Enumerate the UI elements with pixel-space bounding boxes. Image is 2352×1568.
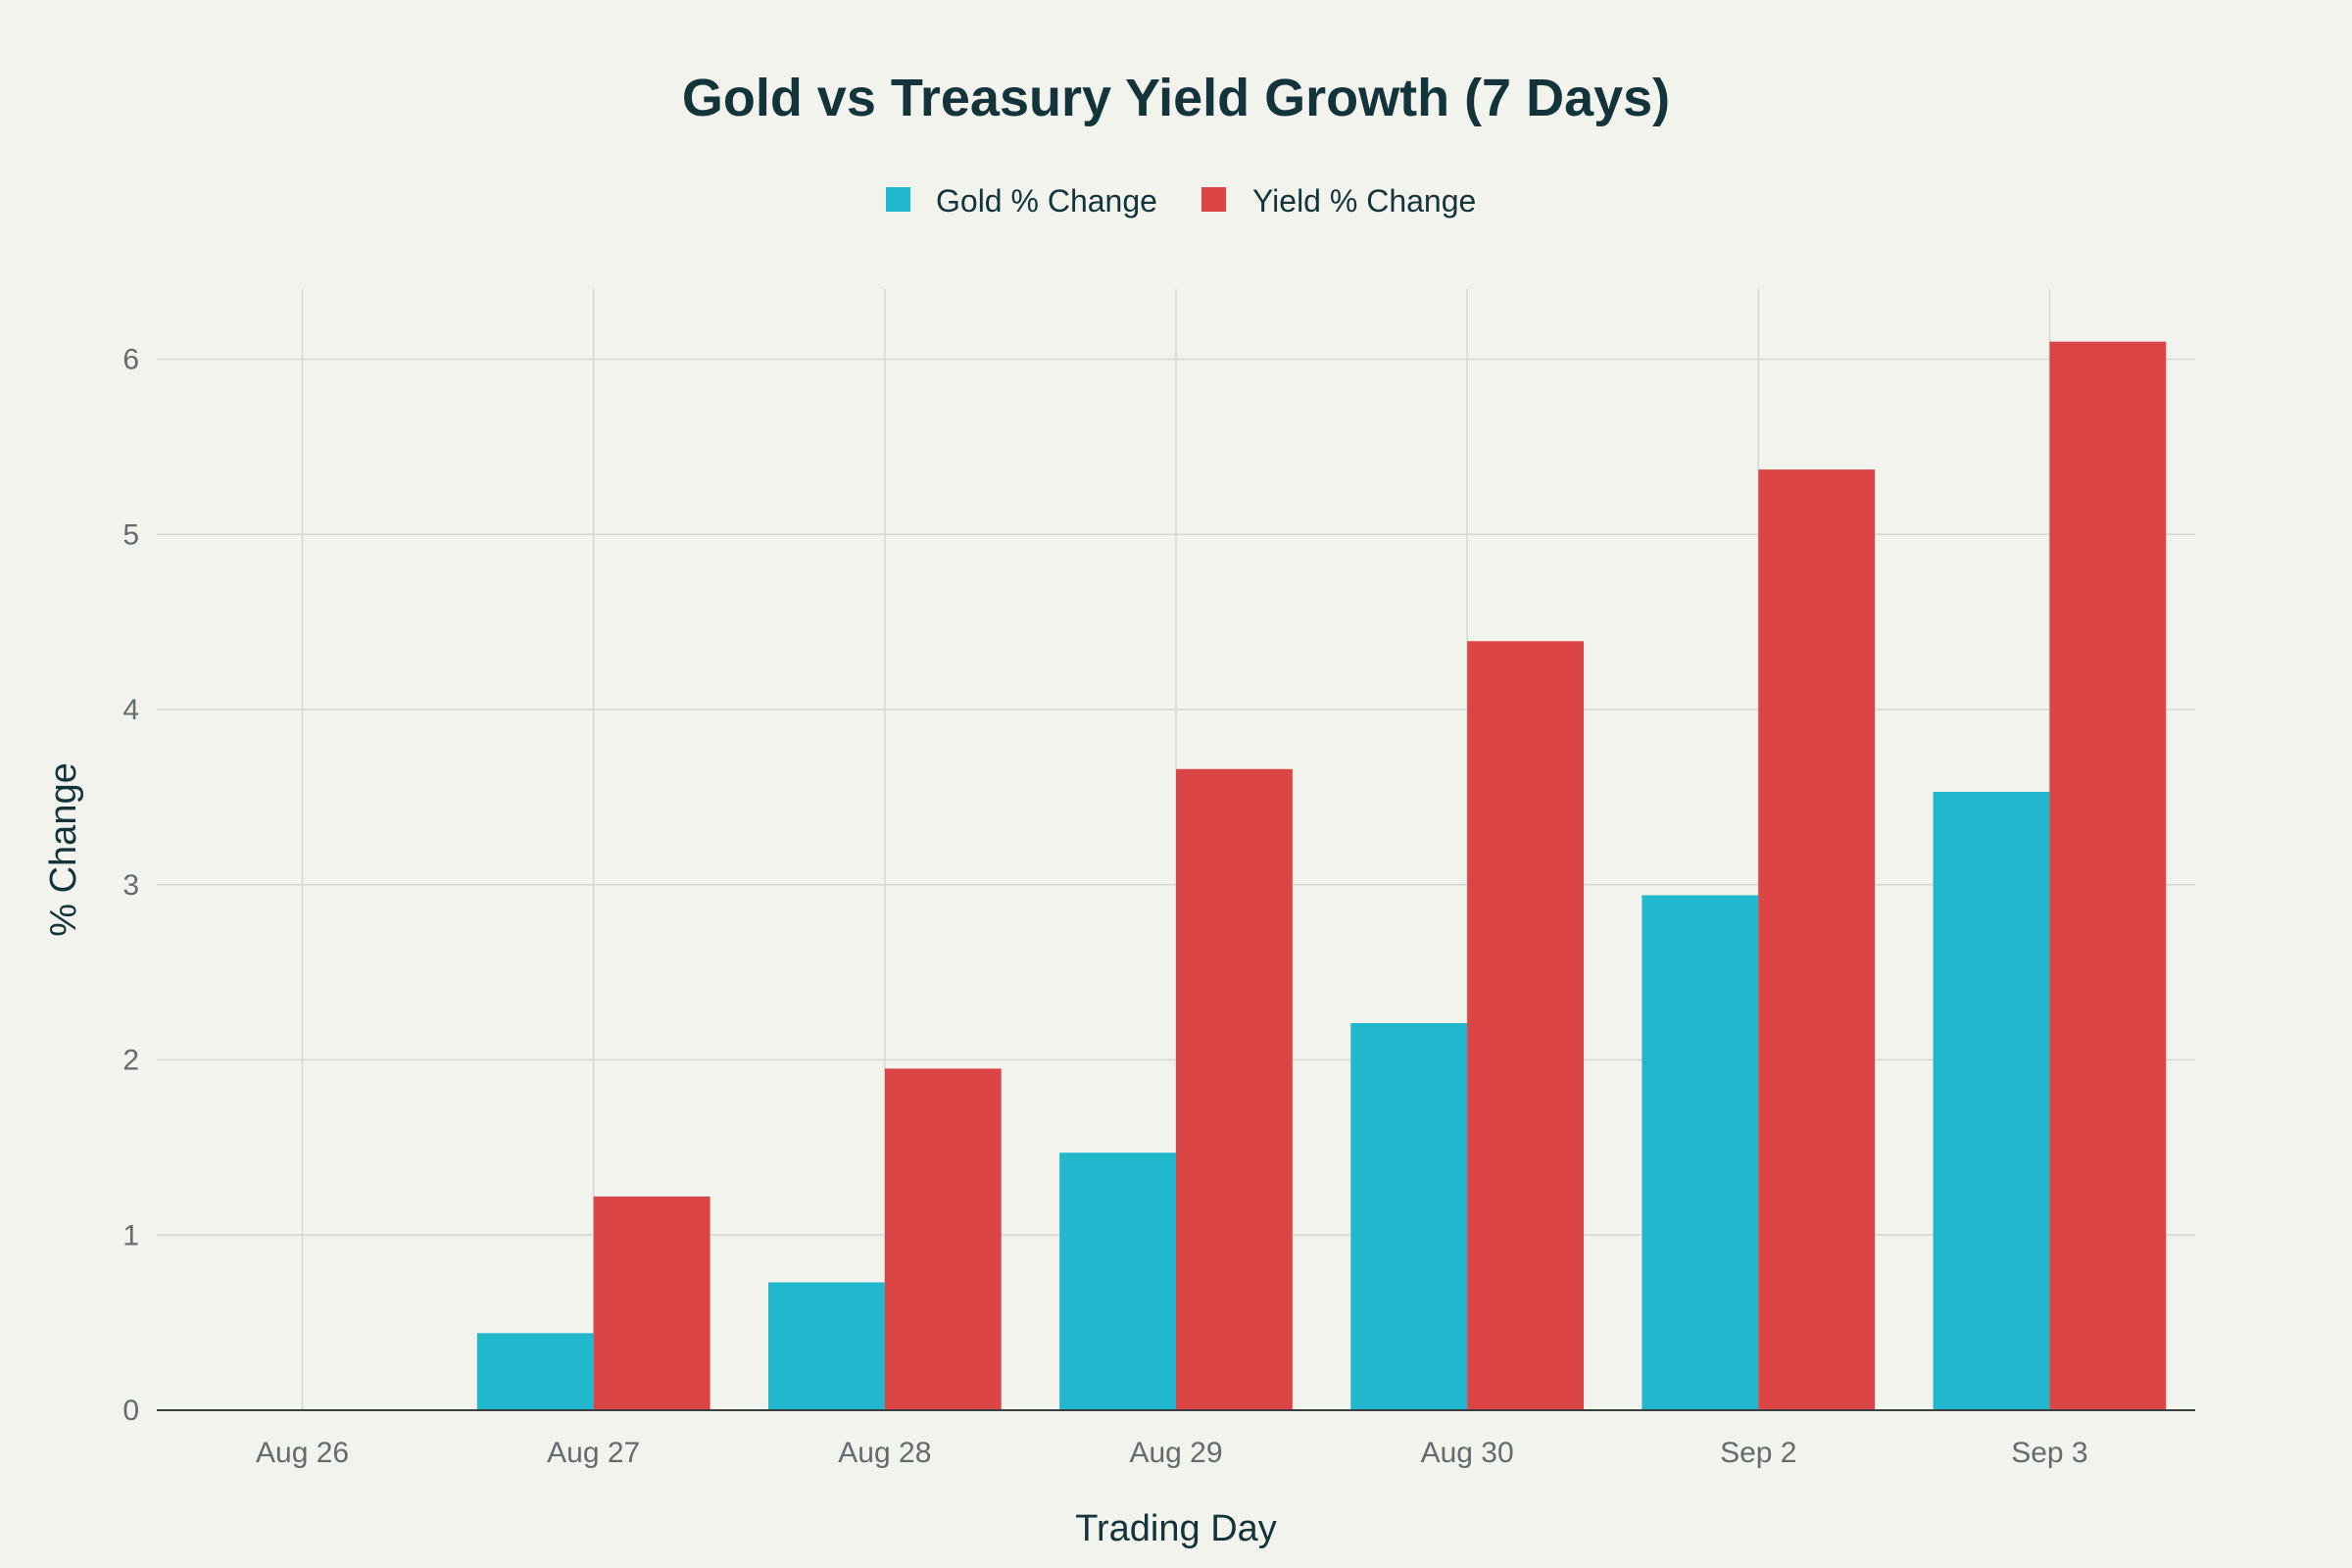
y-tick-label: 2 [122, 1045, 139, 1077]
bar-yield [1758, 469, 1876, 1410]
y-tick-label: 4 [122, 694, 139, 726]
legend-label-gold: Gold % Change [936, 183, 1157, 219]
y-tick-label: 6 [122, 344, 139, 376]
bar-yield [593, 1196, 710, 1410]
bar-gold [1933, 792, 2050, 1410]
bar-gold [768, 1282, 885, 1410]
bar-gold [1642, 895, 1759, 1410]
legend-item-yield[interactable]: Yield % Change [1201, 183, 1476, 219]
legend-swatch-yield [1201, 187, 1226, 212]
x-tick-label: Sep 2 [1720, 1437, 1796, 1469]
y-axis-label: % Change [43, 762, 84, 936]
bars-layer [476, 341, 2167, 1410]
legend-item-gold[interactable]: Gold % Change [886, 183, 1157, 219]
legend-label-yield: Yield % Change [1252, 183, 1476, 219]
x-tick-label: Aug 30 [1421, 1437, 1514, 1469]
x-axis-label: Trading Day [1075, 1508, 1277, 1549]
bar-gold [476, 1333, 594, 1410]
legend-swatch-gold [886, 187, 910, 212]
y-tick-label: 1 [122, 1219, 139, 1251]
bar-yield [884, 1068, 1002, 1410]
x-tick-label: Aug 29 [1129, 1437, 1222, 1469]
x-tick-label: Sep 3 [2011, 1437, 2087, 1469]
axis-layer: 0 1 2 3 4 5 6 Aug 26 Aug 27 Aug 28 Aug 29 Aug 30 Sep… [122, 344, 2195, 1469]
chart-title: Gold vs Treasury Yield Growth (7 Days) [682, 69, 1670, 127]
x-tick-label: Aug 27 [547, 1437, 640, 1469]
legend[interactable]: Gold % Change Yield % Change [886, 183, 1476, 219]
bar-gold [1059, 1152, 1176, 1410]
x-tick-label: Aug 28 [838, 1437, 931, 1469]
bar-yield [1176, 768, 1293, 1410]
x-tick-label: Aug 26 [256, 1437, 349, 1469]
bar-gold [1350, 1022, 1468, 1410]
y-tick-label: 5 [122, 518, 139, 551]
y-tick-label: 0 [122, 1395, 139, 1427]
y-tick-label: 3 [122, 869, 139, 902]
bar-yield [2049, 341, 2167, 1410]
bar-yield [1467, 641, 1584, 1410]
